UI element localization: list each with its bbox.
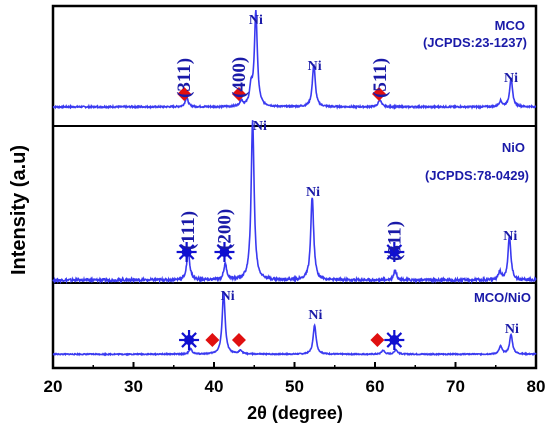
- star-marker-ray: [181, 339, 190, 348]
- star-marker: [214, 242, 235, 262]
- miller-index-label: (511): [370, 58, 391, 98]
- ni-peak-label: Ni: [253, 119, 267, 134]
- diamond-marker: [205, 333, 220, 347]
- x-tick-label: 20: [44, 377, 63, 396]
- panel-name: NiO: [502, 140, 525, 155]
- panel-reference: (JCPDS:78-0429): [425, 168, 529, 183]
- ni-peak-label: Ni: [249, 13, 263, 28]
- xrd-traces: [52, 9, 537, 357]
- star-marker-ray: [185, 251, 195, 260]
- trace-line: [52, 292, 537, 357]
- miller-index-label: (111): [178, 211, 199, 250]
- plot-border: [51, 4, 538, 370]
- diamond-marker: [231, 333, 246, 347]
- ni-peak-label: Ni: [503, 229, 517, 244]
- star-marker-ray: [181, 332, 190, 341]
- x-axis-label: 2θ (degree): [247, 403, 343, 423]
- x-tick-label: 40: [205, 377, 224, 396]
- star-marker-ray: [223, 244, 233, 253]
- star-marker-ray: [185, 244, 195, 253]
- ni-peak-label: Ni: [504, 71, 518, 86]
- diamond-marker: [177, 87, 192, 101]
- star-marker-ray: [393, 251, 403, 260]
- ni-peak-label: Ni: [306, 185, 320, 200]
- star-marker-ray: [386, 332, 396, 341]
- star-marker-ray: [386, 244, 396, 253]
- panel-name: MCO/NiO: [474, 290, 531, 305]
- miller-index-label: (200): [214, 209, 235, 250]
- star-marker: [384, 330, 405, 350]
- star-marker-ray: [386, 251, 396, 260]
- peak-labels: MCO (JCPDS:23-1237) (311) (400) Ni Ni (511) Ni N…: [174, 13, 531, 337]
- miller-index-label: (311): [384, 221, 405, 261]
- plot-frame: [51, 4, 538, 370]
- star-marker-ray: [216, 251, 226, 260]
- star-marker-ray: [188, 339, 197, 348]
- x-tick-label: 50: [285, 377, 304, 396]
- star-marker: [176, 242, 197, 262]
- x-tick-label: 30: [124, 377, 143, 396]
- star-marker-ray: [188, 332, 197, 341]
- panel-name: MCO: [495, 18, 525, 33]
- ni-peak-label: Ni: [308, 308, 322, 323]
- star-marker: [384, 242, 405, 262]
- x-tick-label: 60: [366, 377, 385, 396]
- diamond-marker: [370, 333, 385, 347]
- x-axis-ticks: 20 30 40 50 60 70 80: [44, 362, 546, 396]
- ni-peak-label: Ni: [505, 322, 519, 337]
- star-marker-ray: [178, 251, 188, 260]
- diamond-marker: [231, 87, 246, 101]
- miller-index-label: (311): [174, 58, 195, 98]
- trace-line: [52, 120, 537, 285]
- panel-reference: (JCPDS:23-1237): [423, 35, 527, 50]
- star-marker-ray: [393, 244, 403, 253]
- star-marker: [179, 330, 200, 350]
- miller-index-label: (400): [229, 57, 250, 98]
- star-marker-ray: [393, 339, 403, 348]
- x-tick-label: 80: [527, 377, 546, 396]
- star-marker-ray: [216, 244, 226, 253]
- diamond-marker: [372, 87, 387, 101]
- star-marker-ray: [386, 339, 396, 348]
- ni-peak-label: Ni: [221, 289, 235, 304]
- star-marker-ray: [178, 244, 188, 253]
- trace-line: [52, 9, 537, 110]
- y-axis-label: Intensity (a.u): [8, 145, 30, 275]
- star-marker-ray: [223, 251, 233, 260]
- star-marker-ray: [393, 332, 403, 341]
- ni-peak-label: Ni: [308, 59, 322, 74]
- x-tick-label: 70: [446, 377, 465, 396]
- peak-markers: [176, 87, 405, 350]
